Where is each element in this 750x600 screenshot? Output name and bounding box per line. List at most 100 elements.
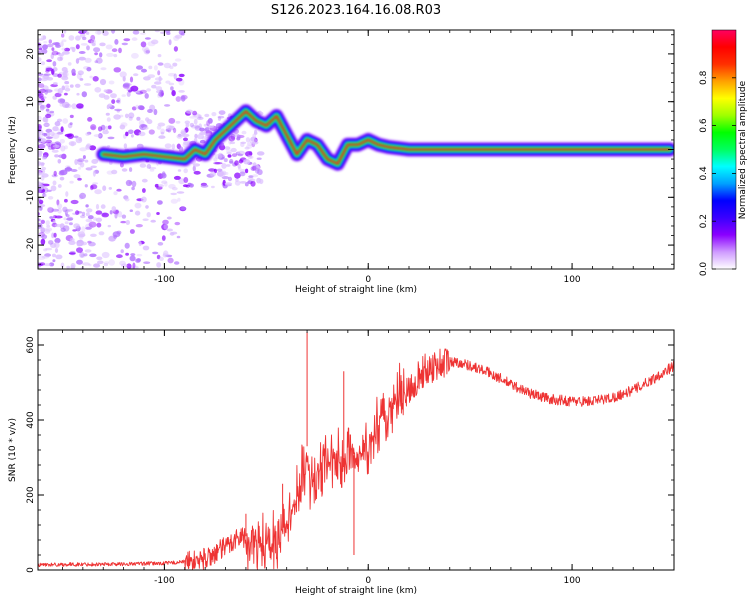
- noise-blob: [226, 151, 232, 155]
- noise-blob: [88, 221, 97, 228]
- noise-blob: [223, 158, 228, 163]
- noise-blob: [196, 116, 204, 121]
- noise-blob: [227, 176, 233, 182]
- noise-blob: [69, 122, 73, 126]
- noise-blob: [132, 262, 136, 269]
- noise-blob: [38, 47, 43, 51]
- noise-blob: [234, 180, 241, 186]
- noise-blob: [132, 30, 140, 35]
- noise-blob: [131, 52, 139, 59]
- noise-blob: [214, 162, 223, 165]
- noise-blob: [147, 74, 155, 78]
- noise-blob: [210, 171, 216, 177]
- noise-blob: [64, 81, 70, 85]
- noise-blob: [129, 76, 134, 83]
- noise-blob: [175, 96, 181, 102]
- noise-blob: [86, 131, 92, 135]
- noise-blob: [138, 241, 142, 247]
- noise-blob: [103, 95, 110, 100]
- noise-blob: [217, 154, 225, 161]
- noise-blob: [160, 131, 165, 135]
- noise-blob: [101, 212, 109, 218]
- noise-blob: [105, 112, 110, 116]
- noise-blob: [129, 229, 135, 234]
- noise-blob: [46, 136, 53, 139]
- noise-blob: [136, 258, 141, 262]
- noise-blob: [38, 38, 44, 41]
- noise-blob: [59, 102, 64, 107]
- noise-blob: [148, 65, 153, 70]
- noise-blob: [71, 103, 77, 110]
- noise-blob: [95, 57, 103, 64]
- noise-blob: [42, 44, 48, 50]
- noise-blob: [165, 80, 171, 84]
- noise-blob: [158, 135, 166, 139]
- noise-blob: [183, 137, 188, 142]
- noise-blob: [76, 103, 84, 109]
- noise-blob: [80, 241, 88, 246]
- noise-blob: [38, 199, 44, 205]
- noise-blob: [153, 108, 158, 116]
- noise-blob: [102, 30, 109, 36]
- noise-blob: [103, 261, 109, 265]
- noise-blob: [54, 121, 61, 127]
- noise-blob: [90, 124, 97, 131]
- noise-blob: [56, 132, 64, 135]
- noise-blob: [204, 127, 210, 132]
- noise-blob: [213, 157, 218, 162]
- noise-blob: [140, 41, 147, 48]
- snr-panel: -100 0 100 0 200 400 600 Height of straight li…: [8, 329, 675, 596]
- noise-blob: [252, 174, 259, 178]
- noise-blob: [38, 93, 44, 98]
- noise-blob: [121, 214, 127, 219]
- noise-blob: [95, 203, 100, 210]
- noise-blob: [172, 62, 178, 67]
- noise-blob: [40, 61, 46, 66]
- noise-blob: [249, 178, 256, 182]
- noise-blob: [106, 52, 114, 57]
- colorbar-tick-label: 0.6: [699, 118, 709, 133]
- noise-blob: [90, 184, 98, 190]
- noise-blob: [219, 172, 225, 178]
- noise-blob: [218, 110, 226, 115]
- x-tick-label: 0: [365, 576, 371, 586]
- noise-blob: [38, 124, 42, 131]
- noise-blob: [178, 178, 185, 185]
- noise-blob: [134, 202, 142, 209]
- noise-blob: [114, 39, 119, 45]
- noise-blob: [38, 57, 42, 62]
- noise-blob: [196, 134, 205, 140]
- noise-blob: [245, 137, 250, 143]
- noise-blob: [66, 208, 74, 212]
- noise-blob: [76, 92, 80, 96]
- noise-blob: [141, 196, 147, 203]
- noise-blob: [38, 188, 42, 194]
- noise-blob: [82, 36, 87, 41]
- noise-blob: [62, 118, 69, 124]
- noise-blob: [155, 86, 163, 91]
- noise-blob: [237, 153, 244, 157]
- noise-blob: [41, 255, 50, 259]
- noise-blob: [38, 77, 42, 82]
- noise-blob: [73, 223, 80, 229]
- x-tick-label: 100: [563, 275, 580, 285]
- noise-blob: [85, 167, 93, 171]
- y-tick-label: 10: [26, 96, 36, 108]
- noise-blob: [166, 31, 171, 35]
- noise-blob: [40, 175, 45, 181]
- noise-blob: [52, 82, 58, 85]
- noise-blob: [224, 146, 231, 150]
- noise-blob: [61, 101, 70, 108]
- noise-blob: [174, 58, 182, 62]
- noise-blob: [39, 104, 48, 109]
- noise-blob: [68, 252, 76, 255]
- noise-blob: [64, 167, 72, 172]
- noise-blob: [94, 189, 102, 195]
- noise-blob: [128, 129, 134, 135]
- noise-blob: [157, 70, 161, 76]
- noise-blob: [228, 135, 236, 142]
- noise-blob: [199, 127, 205, 132]
- noise-blob: [79, 251, 85, 258]
- noise-blob: [46, 59, 52, 63]
